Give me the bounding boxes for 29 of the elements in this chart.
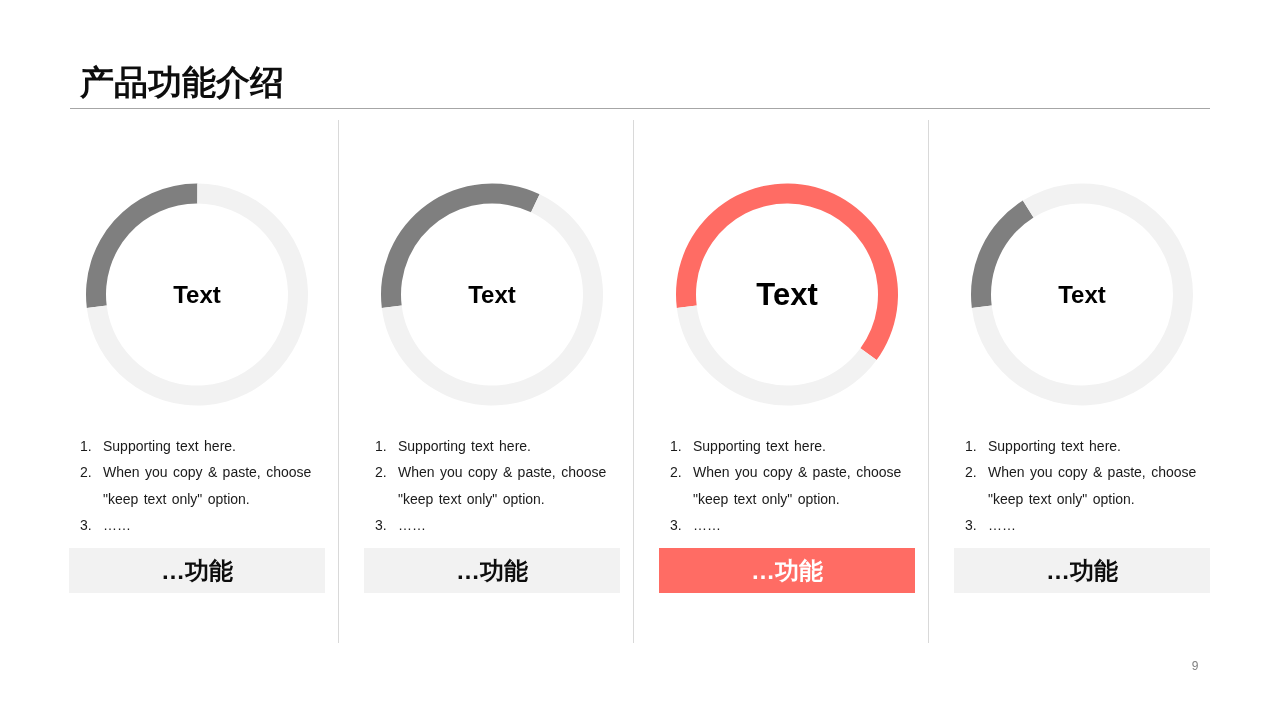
text: 1. Supporting text here. xyxy=(375,437,532,456)
text: 3. …… xyxy=(965,516,1017,536)
text: 3. …… xyxy=(670,516,722,536)
text: 3. …… xyxy=(80,516,132,536)
text: …功能 xyxy=(954,548,1210,593)
text: 2. When you copy & paste, choose "keep text only" option. xyxy=(670,463,903,509)
donut-slice xyxy=(381,183,540,309)
donut-slice xyxy=(676,305,877,406)
text: …功能 xyxy=(659,548,915,593)
text: Text xyxy=(467,279,517,310)
text: 产品功能介绍 xyxy=(80,62,284,103)
donut-slice xyxy=(676,183,898,361)
donut-slice xyxy=(381,194,603,406)
text: …功能 xyxy=(69,548,325,593)
donut-slice xyxy=(971,183,1193,406)
text: 1. Supporting text here. xyxy=(670,437,827,456)
donut-slice xyxy=(971,200,1034,309)
text: 3. …… xyxy=(375,516,427,536)
donut-slice xyxy=(86,183,308,406)
text: …功能 xyxy=(364,548,620,593)
text: 2. When you copy & paste, choose "keep text only" option. xyxy=(965,463,1198,509)
text: 2. When you copy & paste, choose "keep text only" option. xyxy=(80,463,313,509)
text: Text xyxy=(755,275,819,314)
text: 9 xyxy=(1190,658,1200,675)
text: 1. Supporting text here. xyxy=(965,437,1122,456)
text: 2. When you copy & paste, choose "keep text only" option. xyxy=(375,463,608,509)
text: 1. Supporting text here. xyxy=(80,437,237,456)
text: Text xyxy=(172,279,222,310)
text: Text xyxy=(1057,279,1107,310)
